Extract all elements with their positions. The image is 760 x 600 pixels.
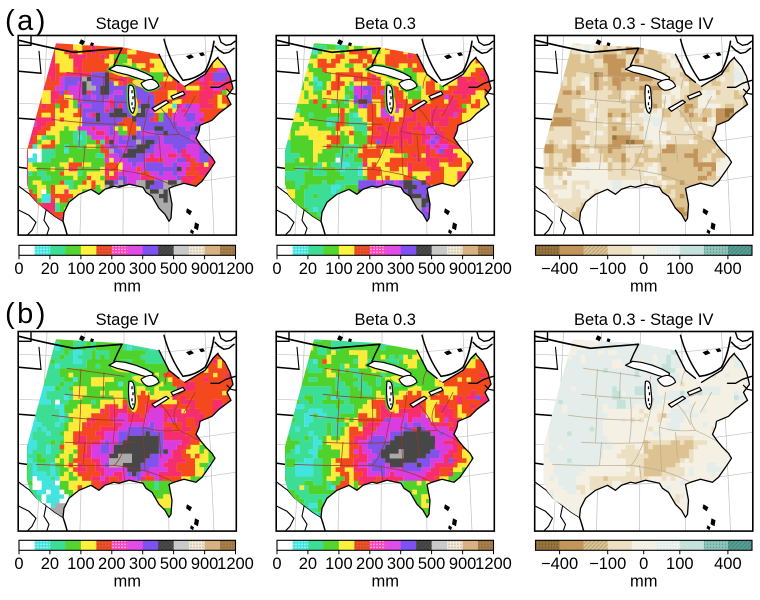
svg-text:−100: −100 (589, 260, 626, 278)
svg-text:100: 100 (325, 555, 353, 573)
svg-text:200: 200 (98, 260, 126, 278)
svg-text:400: 400 (714, 260, 742, 278)
svg-text:0: 0 (14, 260, 23, 278)
svg-text:100: 100 (666, 260, 694, 278)
svg-text:300: 300 (129, 555, 157, 573)
svg-text:500: 500 (418, 555, 446, 573)
svg-text:1200: 1200 (217, 260, 254, 278)
svg-text:500: 500 (418, 260, 446, 278)
svg-text:300: 300 (387, 555, 415, 573)
svg-text:Beta 0.3 - Stage IV: Beta 0.3 - Stage IV (574, 15, 713, 33)
svg-text:Beta 0.3 - Stage IV: Beta 0.3 - Stage IV (574, 311, 713, 329)
svg-text:400: 400 (714, 555, 742, 573)
svg-text:900: 900 (191, 555, 219, 573)
svg-text:0: 0 (14, 555, 23, 573)
svg-text:200: 200 (356, 555, 384, 573)
svg-text:mm: mm (630, 277, 658, 295)
svg-text:Stage IV: Stage IV (96, 311, 159, 329)
svg-text:−400: −400 (541, 555, 578, 573)
svg-text:20: 20 (41, 260, 59, 278)
svg-text:20: 20 (41, 555, 59, 573)
svg-text:0: 0 (639, 555, 648, 573)
svg-text:200: 200 (356, 260, 384, 278)
svg-text:100: 100 (666, 555, 694, 573)
svg-text:900: 900 (449, 260, 477, 278)
svg-text:20: 20 (299, 260, 317, 278)
svg-text:−400: −400 (541, 260, 578, 278)
svg-text:0: 0 (272, 555, 281, 573)
svg-text:mm: mm (372, 277, 400, 295)
svg-text:20: 20 (299, 555, 317, 573)
svg-text:−100: −100 (589, 555, 626, 573)
svg-text:Beta 0.3: Beta 0.3 (355, 311, 416, 329)
svg-text:1200: 1200 (475, 260, 512, 278)
svg-text:900: 900 (191, 260, 219, 278)
svg-text:200: 200 (98, 555, 126, 573)
svg-text:100: 100 (67, 555, 95, 573)
svg-text:mm: mm (114, 572, 142, 590)
svg-text:Beta 0.3: Beta 0.3 (355, 15, 416, 33)
svg-text:(b): (b) (5, 298, 48, 330)
svg-text:0: 0 (272, 260, 281, 278)
svg-text:1200: 1200 (217, 555, 254, 573)
svg-text:mm: mm (372, 572, 400, 590)
svg-text:300: 300 (129, 260, 157, 278)
svg-text:Stage IV: Stage IV (96, 15, 159, 33)
svg-text:(a): (a) (5, 5, 48, 37)
svg-text:500: 500 (160, 555, 188, 573)
svg-text:100: 100 (325, 260, 353, 278)
svg-text:300: 300 (387, 260, 415, 278)
svg-text:900: 900 (449, 555, 477, 573)
svg-text:100: 100 (67, 260, 95, 278)
svg-text:1200: 1200 (475, 555, 512, 573)
svg-text:0: 0 (639, 260, 648, 278)
svg-text:mm: mm (114, 277, 142, 295)
svg-text:mm: mm (630, 572, 658, 590)
svg-text:500: 500 (160, 260, 188, 278)
